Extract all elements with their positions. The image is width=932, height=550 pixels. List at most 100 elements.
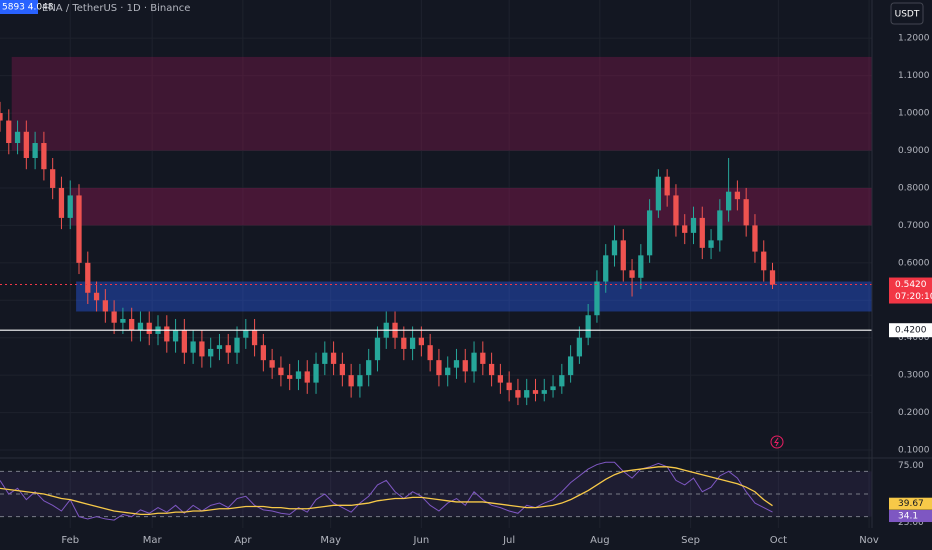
- candle-body: [524, 390, 530, 398]
- candle-body: [120, 318, 126, 323]
- rsi-line: [0, 466, 773, 516]
- candle-body: [23, 131, 29, 158]
- currency-label[interactable]: USDT: [895, 10, 920, 20]
- candle-body: [6, 120, 12, 144]
- zone: [76, 281, 872, 312]
- candle-body: [690, 217, 697, 233]
- candle-body: [497, 375, 504, 383]
- candle-body: [234, 337, 240, 353]
- candle-body: [330, 352, 337, 364]
- y-tick-label: 0.4000: [898, 333, 930, 343]
- candle-body: [304, 371, 310, 383]
- candle-body: [725, 191, 732, 211]
- y-tick-label: 0.7000: [898, 221, 930, 231]
- candle-body: [172, 330, 179, 342]
- candle-body: [58, 187, 65, 218]
- candle-body: [85, 262, 91, 293]
- candle-body: [409, 337, 416, 349]
- event-icon[interactable]: [770, 435, 784, 449]
- candle-body: [102, 300, 108, 312]
- candle-body: [374, 337, 381, 361]
- candle-body: [295, 371, 302, 379]
- event-icon-bolt: [774, 437, 779, 447]
- candle-body: [611, 240, 618, 256]
- candle-body: [717, 210, 723, 241]
- candle-body: [137, 322, 144, 331]
- candle-body: [401, 337, 407, 349]
- candle-body: [418, 337, 425, 346]
- x-tick-label: Jul: [502, 535, 515, 546]
- candle-body: [620, 240, 626, 271]
- price-label-box: [889, 323, 932, 338]
- candle-body: [594, 281, 600, 316]
- currency-button[interactable]: [890, 2, 924, 25]
- x-tick-label: Oct: [770, 535, 787, 546]
- x-tick-label: Apr: [234, 535, 252, 546]
- candle-body: [348, 375, 354, 387]
- candle-body: [190, 341, 196, 353]
- candle-body: [664, 176, 670, 196]
- axis-layer: Feb Mar Apr May Jun Jul Aug Sep Oct Nov 0.1000 0.20…: [61, 34, 932, 546]
- badge: 5893 4.048: [2, 3, 54, 13]
- x-tick-label: Sep: [681, 535, 700, 546]
- candle-body: [436, 360, 442, 376]
- candle-body: [243, 330, 249, 338]
- candle-body: [14, 131, 21, 144]
- candle-body: [655, 176, 662, 211]
- candle-body: [208, 348, 214, 357]
- candle-body: [41, 143, 47, 170]
- candle-body: [752, 225, 758, 252]
- candle-body: [515, 390, 521, 398]
- y-tick-label: 0.2000: [898, 408, 930, 418]
- rsi-value-label: 34.1: [898, 512, 918, 522]
- candle-body: [278, 367, 284, 376]
- candle-body: [567, 356, 574, 376]
- candle-body: [111, 311, 117, 323]
- y-tick-label: 0.3000: [898, 371, 930, 381]
- x-tick-label: Nov: [859, 535, 879, 546]
- candle-body: [181, 330, 187, 353]
- candle-body: [32, 143, 38, 158]
- candle-body: [708, 240, 714, 248]
- candle-body: [603, 255, 609, 282]
- rsi-value-box: [889, 510, 932, 523]
- candle-body: [488, 363, 495, 376]
- rsi-value-box: [889, 497, 932, 510]
- candle-body: [673, 195, 679, 226]
- candle-body: [682, 225, 688, 233]
- price-label: 0.4200: [895, 326, 927, 336]
- candle-body: [67, 195, 73, 218]
- candle-body: [0, 113, 3, 121]
- candle-body: [269, 360, 275, 368]
- candle-body: [357, 375, 363, 387]
- candle-body: [445, 367, 451, 376]
- candle-body: [559, 375, 565, 387]
- candle-body: [646, 210, 653, 256]
- candle-body: [576, 337, 583, 357]
- candle-body: [225, 345, 231, 353]
- candle-body: [251, 330, 258, 346]
- y-tick-label: 0.1000: [898, 446, 930, 456]
- rsi-tick-label: 75.00: [898, 461, 924, 471]
- data-layer: [0, 101, 872, 521]
- candle-body: [313, 363, 319, 383]
- rsi-tick-label: 25.00: [898, 518, 924, 528]
- symbol-title: ENA / TetherUS · 1D · Binance: [42, 3, 190, 14]
- candle-body: [50, 169, 56, 188]
- rsi-value-label: 39.67: [898, 499, 924, 509]
- candle-body: [761, 251, 767, 271]
- candle-body: [743, 199, 749, 226]
- candle-body: [532, 390, 539, 394]
- candle-body: [260, 345, 266, 361]
- candle-body: [462, 360, 468, 372]
- candle-body: [769, 270, 776, 285]
- candle-body: [93, 292, 100, 301]
- candle-body: [638, 255, 644, 278]
- y-tick-label: 1.0000: [898, 109, 930, 119]
- candle-body: [366, 360, 372, 376]
- candle-body: [146, 322, 152, 334]
- candle-body: [453, 360, 460, 368]
- candle-body: [322, 352, 328, 364]
- x-tick-label: Mar: [143, 535, 163, 546]
- candle-body: [550, 386, 556, 391]
